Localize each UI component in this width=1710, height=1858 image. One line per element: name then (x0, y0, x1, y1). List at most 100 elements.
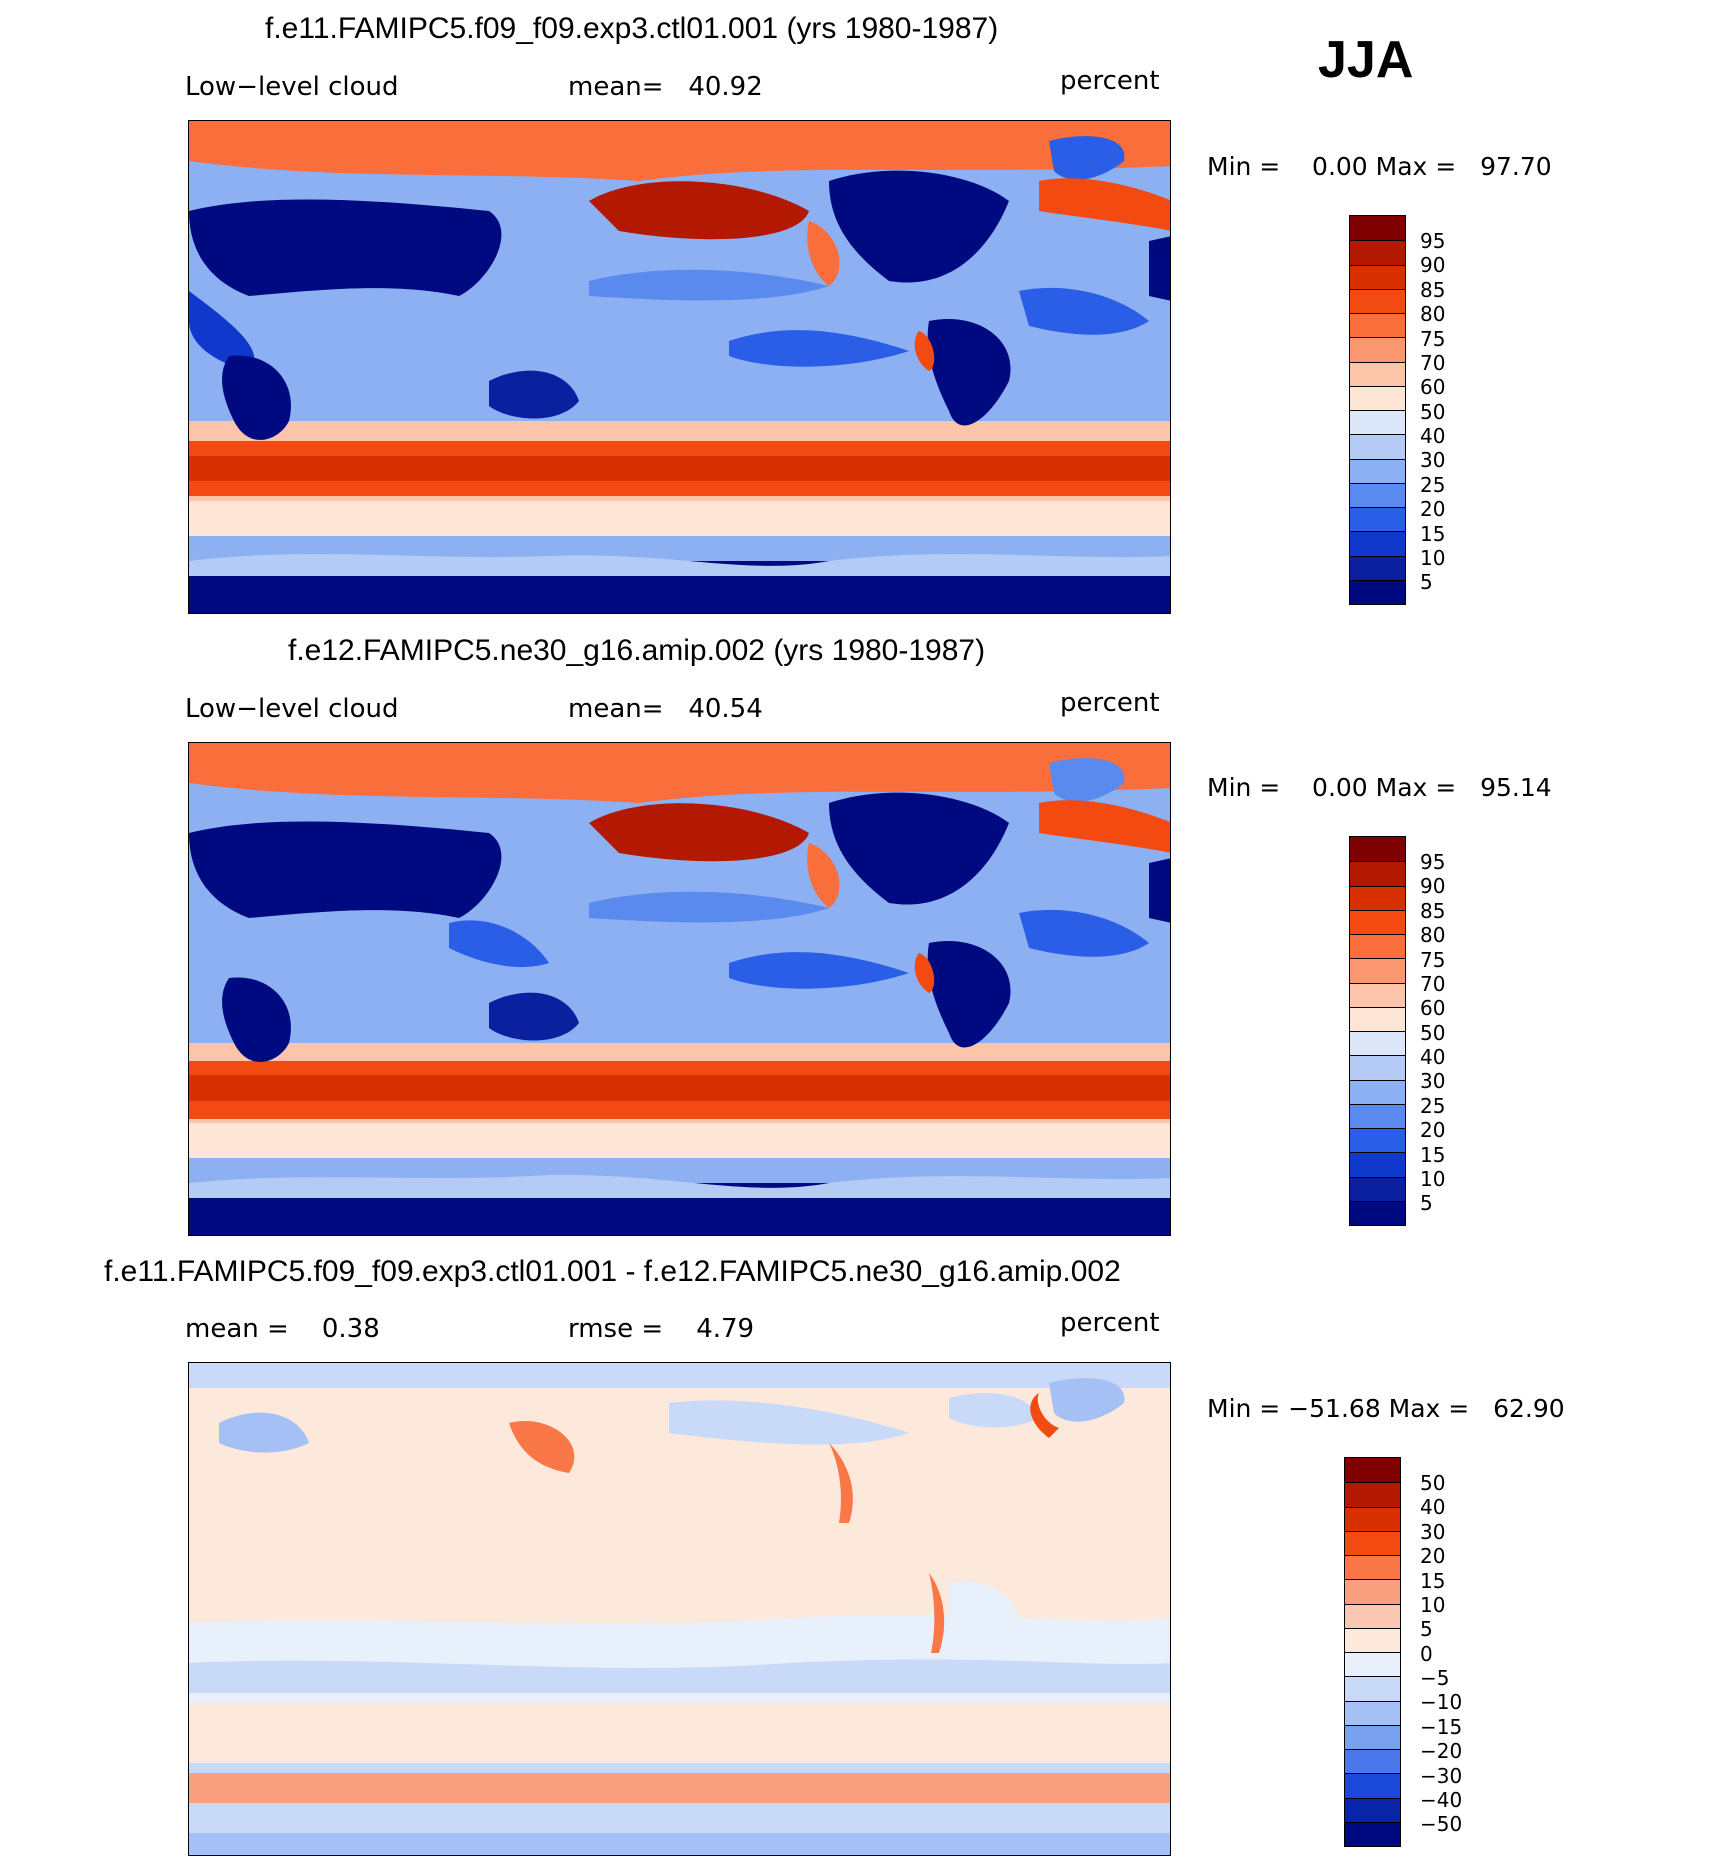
colorbar-tick-label: 20 (1420, 1118, 1446, 1143)
colorbar-segment (1350, 1031, 1405, 1056)
colorbar-tick-label: 10 (1420, 1166, 1446, 1191)
panel2-title: f.e12.FAMIPC5.ne30_g16.amip.002 (yrs 198… (288, 634, 986, 667)
colorbar-tick-label: 50 (1420, 399, 1446, 424)
colorbar-segment (1350, 507, 1405, 532)
colorbar-tick-label: 40 (1420, 424, 1446, 448)
colorbar-tick-label: 5 (1420, 1191, 1433, 1216)
colorbar-tick-label: 5 (1420, 1617, 1433, 1642)
colorbar-tick-label: −50 (1420, 1812, 1463, 1837)
panel3-minmax: Min = −51.68 Max = 62.90 (1207, 1394, 1565, 1423)
colorbar-segment (1350, 313, 1405, 338)
colorbar-segment (1350, 579, 1405, 604)
colorbar-segment (1350, 1128, 1405, 1153)
colorbar-segment (1350, 1176, 1405, 1201)
colorbar-tick-label: 40 (1420, 1495, 1446, 1520)
panel3-colorbar (1344, 1457, 1401, 1847)
colorbar-tick-label: −10 (1420, 1690, 1463, 1715)
colorbar-tick-label: 15 (1420, 521, 1446, 546)
colorbar-segment (1345, 1627, 1400, 1652)
panel1-title: f.e11.FAMIPC5.f09_f09.exp3.ctl01.001 (yr… (265, 12, 999, 45)
colorbar-segment (1345, 1555, 1400, 1580)
colorbar-tick-label: 80 (1420, 923, 1446, 948)
panel2-minmax: Min = 0.00 Max = 95.14 (1207, 773, 1552, 802)
colorbar-segment (1350, 264, 1405, 289)
colorbar-segment (1350, 982, 1405, 1007)
colorbar-tick-label: 25 (1420, 1093, 1446, 1118)
colorbar-segment (1350, 458, 1405, 483)
colorbar-tick-label: 75 (1420, 326, 1446, 351)
colorbar-tick-label: 50 (1420, 1020, 1446, 1045)
colorbar-tick-label: 30 (1420, 1069, 1446, 1094)
colorbar-tick-label: 85 (1420, 277, 1446, 302)
panel1-map (188, 120, 1171, 614)
colorbar-segment (1350, 288, 1405, 313)
colorbar-segment (1345, 1773, 1400, 1798)
colorbar-tick-label: 95 (1420, 850, 1446, 874)
colorbar-tick-label: 20 (1420, 1544, 1446, 1569)
panel3-units: percent (1060, 1308, 1160, 1338)
colorbar-tick-label: −40 (1420, 1787, 1463, 1812)
colorbar-segment (1350, 1006, 1405, 1031)
panel1-colorbar (1349, 215, 1406, 605)
colorbar-segment (1350, 909, 1405, 934)
colorbar-segment (1345, 1724, 1400, 1749)
panel3-rmse: rmse = 4.79 (568, 1314, 755, 1344)
colorbar-tick-label: 75 (1420, 947, 1446, 972)
colorbar-tick-label: 70 (1420, 971, 1446, 996)
colorbar-segment (1345, 1458, 1400, 1483)
panel3-mean: mean = 0.38 (185, 1314, 380, 1344)
colorbar-tick-label: 10 (1420, 545, 1446, 570)
panel2-units: percent (1060, 688, 1160, 718)
colorbar-segment (1350, 555, 1405, 580)
colorbar-segment (1350, 1055, 1405, 1080)
colorbar-tick-label: 40 (1420, 1045, 1446, 1069)
panel1-minmax: Min = 0.00 Max = 97.70 (1207, 152, 1552, 181)
colorbar-tick-label: −15 (1420, 1714, 1463, 1739)
colorbar-segment (1350, 958, 1405, 983)
panel2-map (188, 742, 1171, 1236)
colorbar-tick-label: 15 (1420, 1568, 1446, 1593)
colorbar-tick-label: 85 (1420, 898, 1446, 923)
colorbar-segment (1345, 1652, 1400, 1677)
colorbar-tick-label: 90 (1420, 253, 1446, 278)
colorbar-segment (1350, 885, 1405, 910)
colorbar-tick-label: 60 (1420, 996, 1446, 1021)
panel3-map (188, 1362, 1171, 1856)
colorbar-segment (1345, 1700, 1400, 1725)
colorbar-tick-label: 25 (1420, 472, 1446, 497)
colorbar-segment (1345, 1603, 1400, 1628)
colorbar-tick-label: −30 (1420, 1763, 1463, 1788)
colorbar-segment (1350, 934, 1405, 959)
colorbar-segment (1350, 482, 1405, 507)
colorbar-tick-label: 5 (1420, 570, 1433, 595)
colorbar-segment (1350, 337, 1405, 362)
colorbar-tick-label: −5 (1420, 1666, 1450, 1690)
colorbar-segment (1345, 1821, 1400, 1846)
colorbar-segment (1345, 1676, 1400, 1701)
colorbar-segment (1350, 1079, 1405, 1104)
colorbar-segment (1350, 434, 1405, 459)
colorbar-tick-label: 20 (1420, 497, 1446, 522)
panel3-title: f.e11.FAMIPC5.f09_f09.exp3.ctl01.001 - f… (104, 1255, 1121, 1288)
colorbar-tick-label: 60 (1420, 375, 1446, 400)
colorbar-segment (1350, 216, 1405, 241)
colorbar-segment (1350, 240, 1405, 265)
colorbar-segment (1350, 1152, 1405, 1177)
colorbar-tick-label: 30 (1420, 1519, 1446, 1544)
colorbar-tick-label: 95 (1420, 229, 1446, 253)
colorbar-tick-label: 15 (1420, 1142, 1446, 1167)
colorbar-segment (1350, 1200, 1405, 1225)
panel1-units: percent (1060, 66, 1160, 96)
panel2-colorbar (1349, 836, 1406, 1226)
colorbar-tick-label: 10 (1420, 1592, 1446, 1617)
colorbar-segment (1345, 1506, 1400, 1531)
colorbar-tick-label: 70 (1420, 350, 1446, 375)
colorbar-segment (1350, 837, 1405, 862)
colorbar-segment (1350, 1103, 1405, 1128)
colorbar-segment (1350, 531, 1405, 556)
colorbar-segment (1350, 410, 1405, 435)
colorbar-tick-label: −20 (1420, 1739, 1463, 1764)
colorbar-segment (1345, 1797, 1400, 1822)
colorbar-tick-label: 0 (1420, 1641, 1433, 1666)
colorbar-tick-label: 80 (1420, 302, 1446, 327)
